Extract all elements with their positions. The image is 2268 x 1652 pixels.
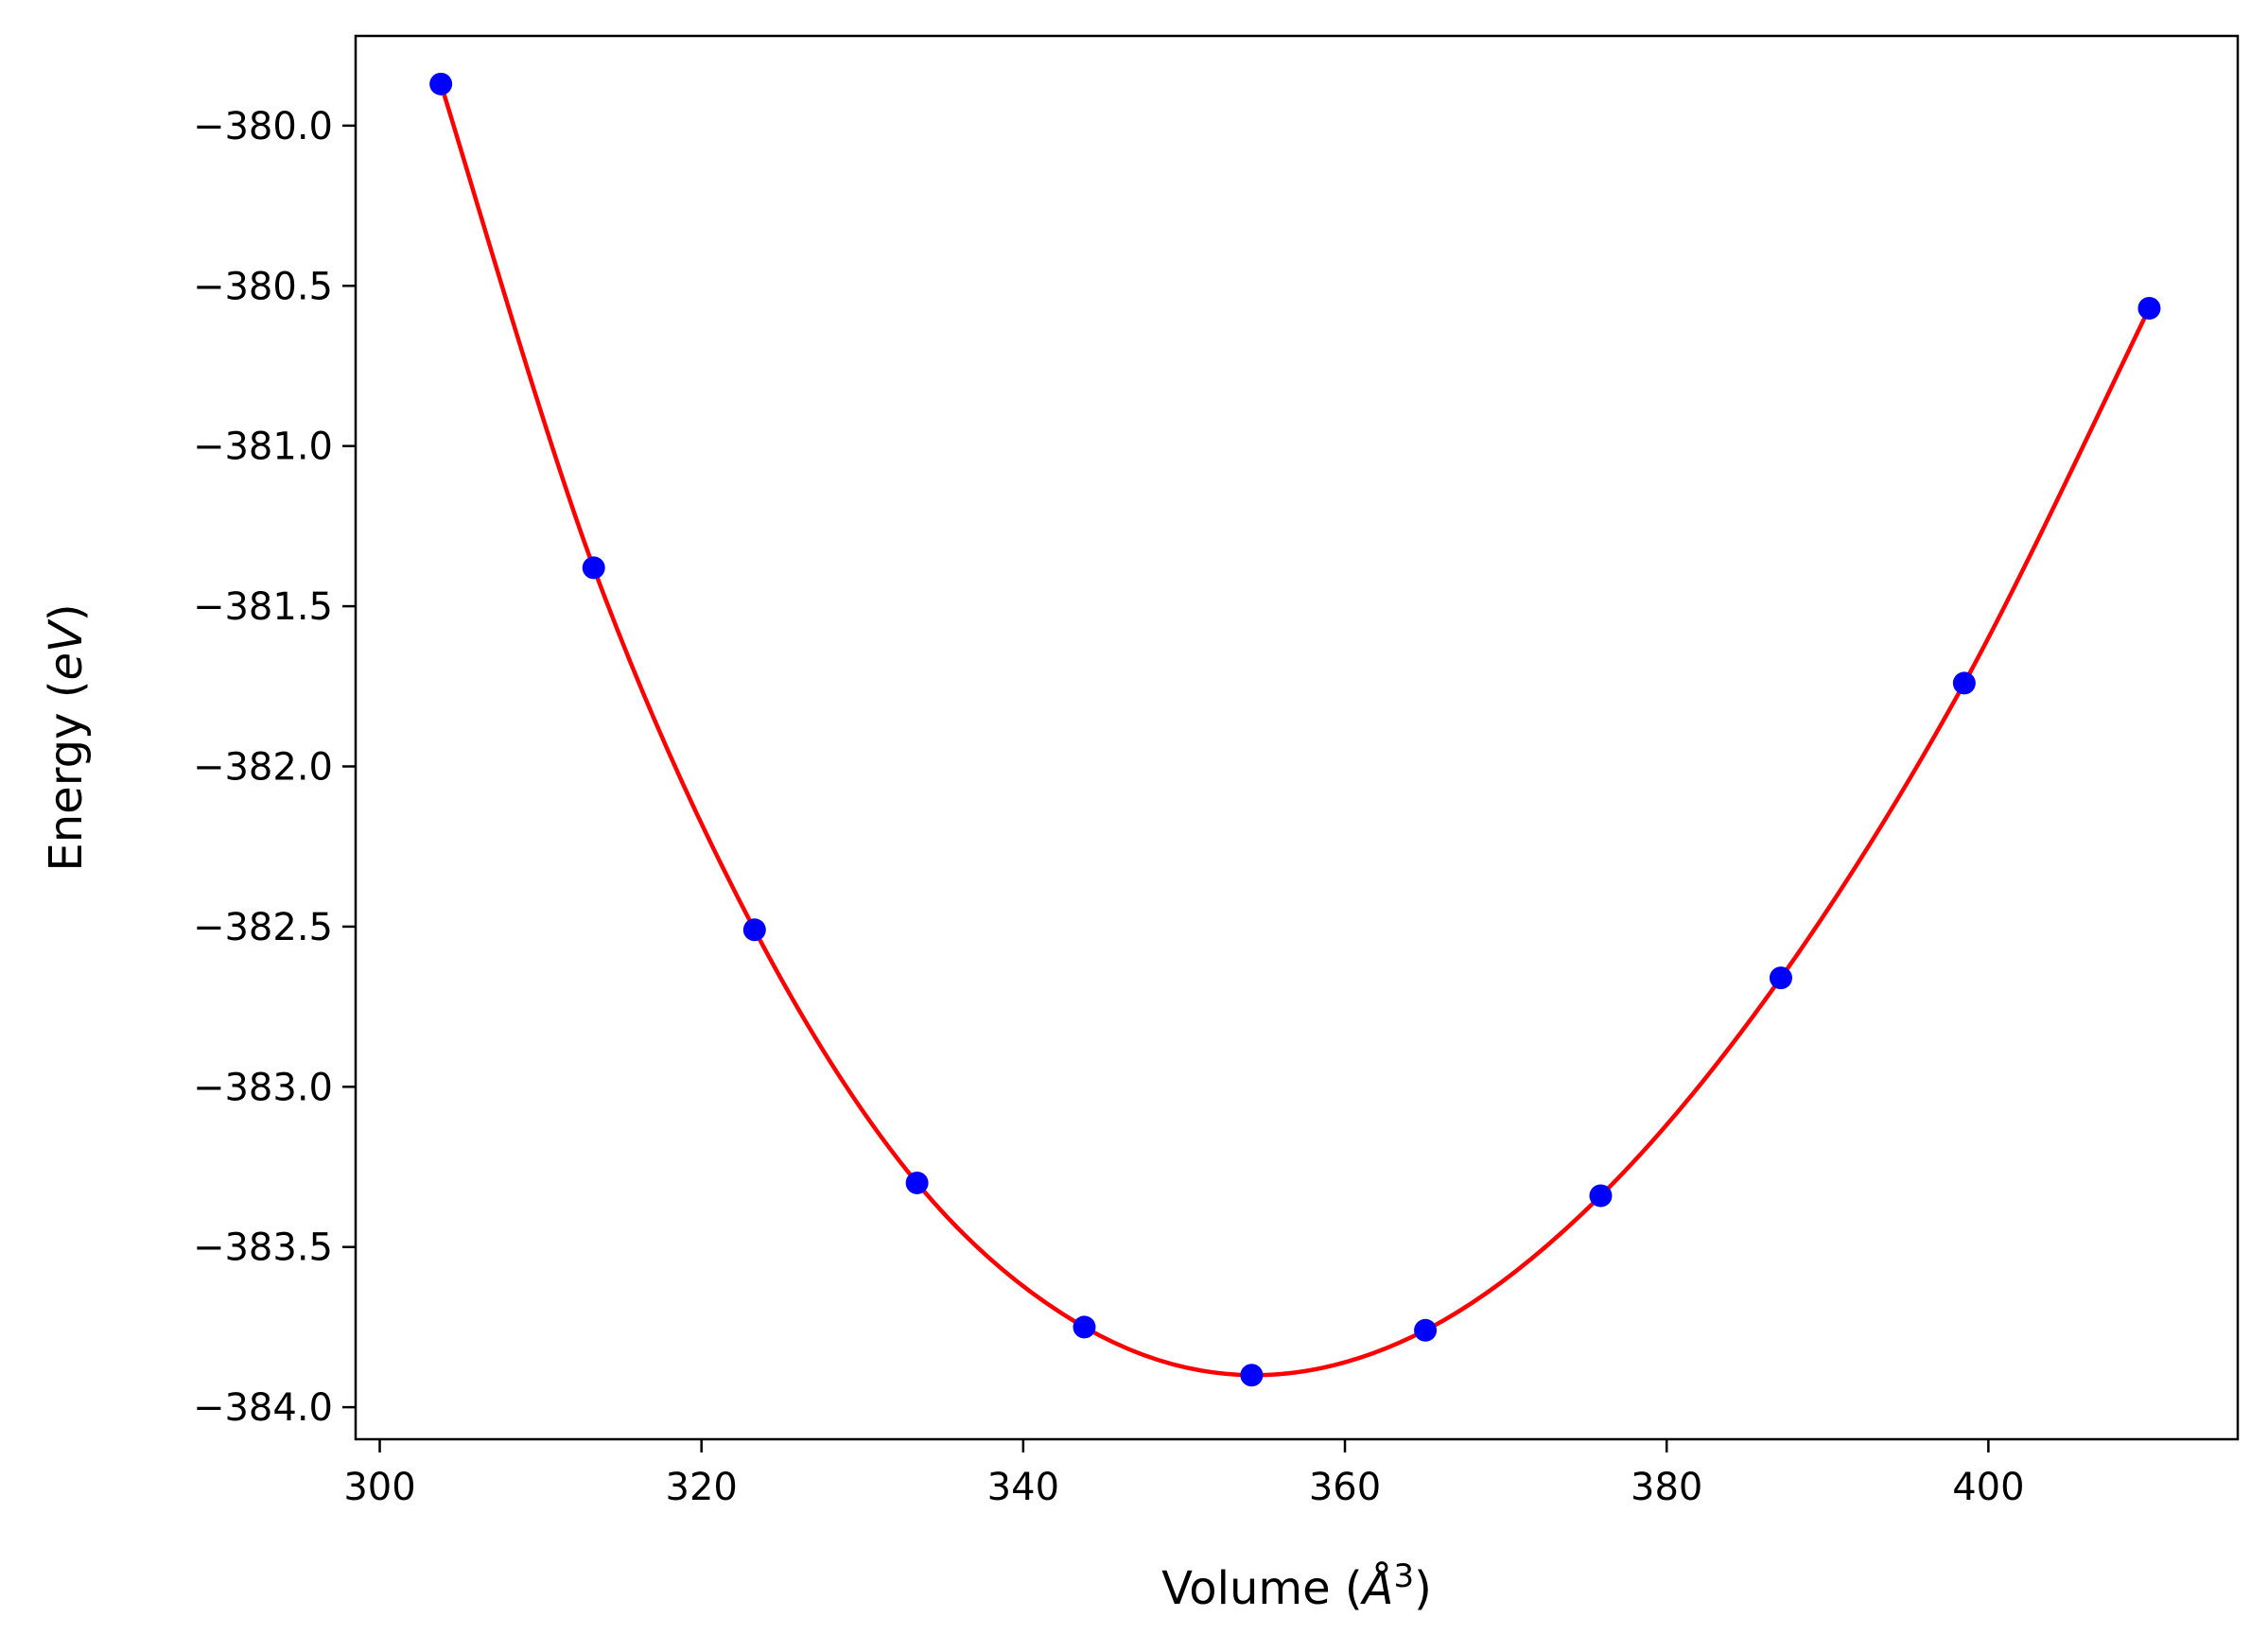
y-tick-label: −383.5 xyxy=(193,1226,333,1270)
y-tick-label: −381.0 xyxy=(193,426,333,469)
data-point xyxy=(429,72,453,96)
data-point xyxy=(582,556,605,580)
y-tick-label: −382.5 xyxy=(193,906,333,949)
x-axis-label-unit: Å xyxy=(1360,1561,1394,1615)
data-point xyxy=(2137,296,2161,320)
data-point xyxy=(1240,1364,1264,1387)
y-axis-label-unit: eV xyxy=(40,618,93,681)
y-tick-label: −384.0 xyxy=(193,1386,333,1430)
y-axis-label-text: Energy xyxy=(40,713,93,872)
x-tick-label: 300 xyxy=(343,1466,415,1509)
y-tick-label: −382.0 xyxy=(193,745,333,789)
data-point xyxy=(905,1171,929,1194)
x-tick-label: 400 xyxy=(1952,1466,2024,1509)
y-tick-label: −381.5 xyxy=(193,585,333,629)
y-axis-label: Energy (eV) xyxy=(40,603,93,871)
data-point xyxy=(1952,671,1976,695)
x-tick-label: 360 xyxy=(1309,1466,1381,1509)
y-tick-label: −383.0 xyxy=(193,1066,333,1109)
x-tick-label: 320 xyxy=(666,1466,738,1509)
x-axis-label-text: Volume xyxy=(1161,1562,1331,1615)
y-tick-label: −380.0 xyxy=(193,105,333,148)
x-axis-label-unit-exponent: 3 xyxy=(1393,1557,1414,1595)
x-tick-label: 340 xyxy=(987,1466,1059,1509)
data-point xyxy=(1073,1315,1096,1339)
x-tick-label: 380 xyxy=(1631,1466,1702,1509)
data-point xyxy=(1414,1318,1438,1342)
data-point xyxy=(742,918,766,942)
y-tick-label: −380.5 xyxy=(193,265,333,308)
data-point xyxy=(1589,1184,1613,1208)
x-axis-label: Volume (Å3) xyxy=(1161,1557,1432,1615)
data-point xyxy=(1769,966,1792,990)
plot-area-frame xyxy=(354,34,2240,1441)
